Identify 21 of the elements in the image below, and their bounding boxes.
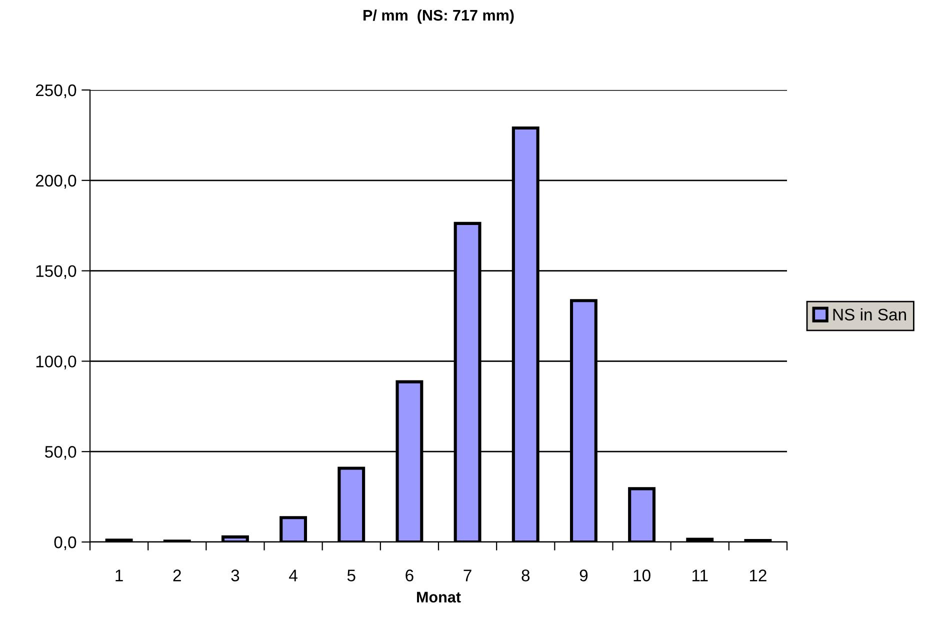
x-axis-title: Monat (417, 592, 461, 603)
x-tick-label: 2 (173, 570, 181, 582)
y-tick-label: 50,0 (45, 446, 76, 460)
y-tick-label: 100,0 (36, 356, 76, 370)
y-tick-label: 200,0 (36, 174, 76, 189)
x-tick-label: 5 (347, 570, 356, 582)
x-tick-label: 1 (116, 570, 123, 582)
x-tick-label: 11 (692, 570, 708, 582)
x-tick-label: 4 (289, 570, 298, 582)
y-tick-label: 250,0 (36, 84, 76, 98)
x-tick-label: 8 (522, 570, 530, 582)
x-tick-label: 10 (634, 570, 650, 582)
x-tick-label: 7 (464, 570, 472, 582)
legend-label: NS in San (833, 308, 906, 321)
y-tick-label: 150,0 (36, 265, 76, 279)
x-tick-label: 9 (580, 570, 588, 582)
x-tick-label: 12 (750, 570, 766, 582)
chart-title: P/ mm (NS: 717 mm) (364, 9, 514, 24)
x-tick-label: 3 (231, 570, 240, 582)
x-tick-label: 6 (406, 570, 414, 582)
y-tick-label: 0,0 (54, 536, 76, 550)
